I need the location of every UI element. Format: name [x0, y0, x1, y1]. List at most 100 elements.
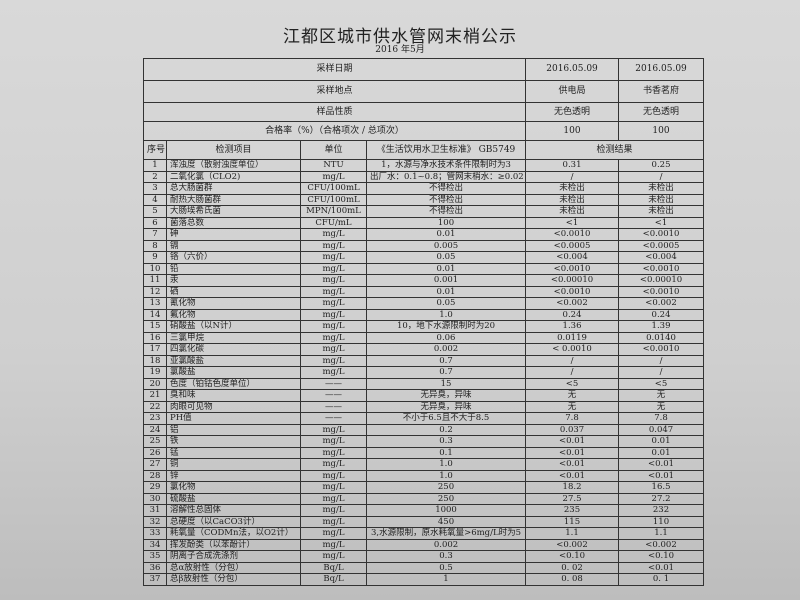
row-unit: mg/L [300, 527, 367, 540]
row-result-2: <0.0005 [618, 239, 705, 252]
sample-date-label: 采样日期 [142, 58, 527, 81]
row-unit: mg/L [300, 446, 367, 459]
location-2: 书香茗府 [618, 80, 705, 103]
row-standard: 0.7 [365, 366, 527, 379]
row-item: 硝酸盐（以N计） [166, 320, 301, 333]
row-no: 36 [143, 561, 167, 574]
row-result-2: 无 [618, 400, 705, 413]
row-result-1: 未检出 [525, 205, 620, 218]
row-standard: 不小于6.5且不大于8.5 [365, 412, 527, 425]
row-no: 29 [143, 481, 167, 494]
row-result-2: <0.01 [618, 469, 705, 482]
row-result-2: <0.0010 [618, 228, 705, 241]
row-result-1: 1.1 [525, 527, 620, 540]
row-unit: —— [300, 389, 367, 402]
row-result-2: <0.004 [618, 251, 705, 264]
row-result-1: / [525, 170, 620, 183]
row-item: 大肠埃希氏菌 [166, 205, 301, 218]
row-item: 铁 [166, 435, 301, 448]
row-result-1: / [525, 354, 620, 367]
row-result-1: 7.8 [525, 412, 620, 425]
row-result-2: 0.01 [618, 446, 705, 459]
row-unit: mg/L [300, 251, 367, 264]
row-standard: 10，地下水源限制时为20 [365, 320, 527, 333]
row-no: 14 [143, 308, 167, 321]
row-result-1: 115 [525, 515, 620, 528]
pass-rate-1: 100 [525, 121, 620, 141]
row-result-2: <0.01 [618, 561, 705, 574]
row-no: 2 [143, 170, 167, 183]
row-standard: 1.0 [365, 469, 527, 482]
water-quality-table: 采样日期 2016.05.09 2016.05.09 采样地点 供电局 书香茗府… [142, 58, 705, 586]
row-result-1: <0.01 [525, 469, 620, 482]
row-unit: mg/L [300, 228, 367, 241]
row-standard: 0.06 [365, 331, 527, 344]
row-item: 总硬度（以CaCO3计） [166, 515, 301, 528]
row-result-1: 0.037 [525, 423, 620, 436]
row-standard: 0.01 [365, 285, 527, 298]
row-item: 铜 [166, 458, 301, 471]
table-row: 14 氟化物 mg/L 1.0 0.24 0.24 [143, 308, 705, 321]
table-row: 10 铅 mg/L 0.01 <0.0010 <0.0010 [143, 262, 705, 275]
row-unit: mg/L [300, 550, 367, 563]
row-unit: MPN/100mL [300, 205, 367, 218]
row-no: 15 [143, 320, 167, 333]
row-item: 浑浊度（散射浊度单位） [166, 159, 301, 172]
row-standard: 15 [365, 377, 527, 390]
row-item: PH值 [166, 412, 301, 425]
table-row: 23 PH值 —— 不小于6.5且不大于8.5 7.8 7.8 [143, 412, 705, 425]
row-no: 3 [143, 182, 167, 195]
row-result-2: <0.0010 [618, 343, 705, 356]
row-result-2: 1.1 [618, 527, 705, 540]
row-item: 阴离子合成洗涤剂 [166, 550, 301, 563]
table-row: 13 氰化物 mg/L 0.05 <0.002 <0.002 [143, 297, 705, 310]
row-item: 菌落总数 [166, 216, 301, 229]
row-result-1: / [525, 366, 620, 379]
row-no: 27 [143, 458, 167, 471]
row-result-1: 无 [525, 400, 620, 413]
row-no: 5 [143, 205, 167, 218]
row-no: 20 [143, 377, 167, 390]
row-standard: 无异臭，异味 [365, 400, 527, 413]
row-unit: CFU/mL [300, 216, 367, 229]
row-result-1: <0.01 [525, 458, 620, 471]
row-item: 硫酸盐 [166, 492, 301, 505]
pass-rate-row: 合格率（%）（合格项次 / 总项次） 100 100 [142, 121, 705, 141]
row-standard: 0.05 [365, 297, 527, 310]
row-item: 镉 [166, 239, 301, 252]
row-no: 4 [143, 193, 167, 206]
table-row: 18 亚氯酸盐 mg/L 0.7// [143, 354, 705, 367]
sample-date-1: 2016.05.09 [525, 58, 620, 81]
row-no: 13 [143, 297, 167, 310]
row-result-2: 未检出 [618, 193, 705, 206]
row-no: 28 [143, 469, 167, 482]
row-standard: 无异臭，异味 [365, 389, 527, 402]
row-result-2: <0.01 [618, 458, 705, 471]
row-unit: mg/L [300, 492, 367, 505]
table-row: 21 臭和味 —— 无异臭，异味无无 [143, 389, 705, 402]
row-item: 总β放射性（分包） [166, 573, 301, 586]
pass-rate-2: 100 [618, 121, 705, 141]
row-result-1: <0.10 [525, 550, 620, 563]
table-row: 19 氯酸盐 mg/L 0.7// [143, 366, 705, 379]
row-item: 铝 [166, 423, 301, 436]
row-no: 18 [143, 354, 167, 367]
row-unit: CFU/100mL [300, 193, 367, 206]
table-row: 15 硝酸盐（以N计） mg/L 10，地下水源限制时为20 1.36 1.39 [143, 320, 705, 333]
row-result-2: <1 [618, 216, 705, 229]
table-row: 3 总大肠菌群 CFU/100mL 不得检出 未检出 未检出 [143, 182, 705, 195]
row-item: 臭和味 [166, 389, 301, 402]
row-no: 11 [143, 274, 167, 287]
row-result-1: 235 [525, 504, 620, 517]
row-result-1: <0.002 [525, 538, 620, 551]
row-no: 7 [143, 228, 167, 241]
row-result-1: 1.36 [525, 320, 620, 333]
sample-date-row: 采样日期 2016.05.09 2016.05.09 [142, 58, 705, 81]
row-result-2: <0.002 [618, 297, 705, 310]
row-standard: 0.002 [365, 343, 527, 356]
row-result-1: <0.0010 [525, 262, 620, 275]
row-no: 9 [143, 251, 167, 264]
row-unit: mg/L [300, 285, 367, 298]
row-result-1: < 0.0010 [525, 343, 620, 356]
row-standard: 不得检出 [365, 205, 527, 218]
